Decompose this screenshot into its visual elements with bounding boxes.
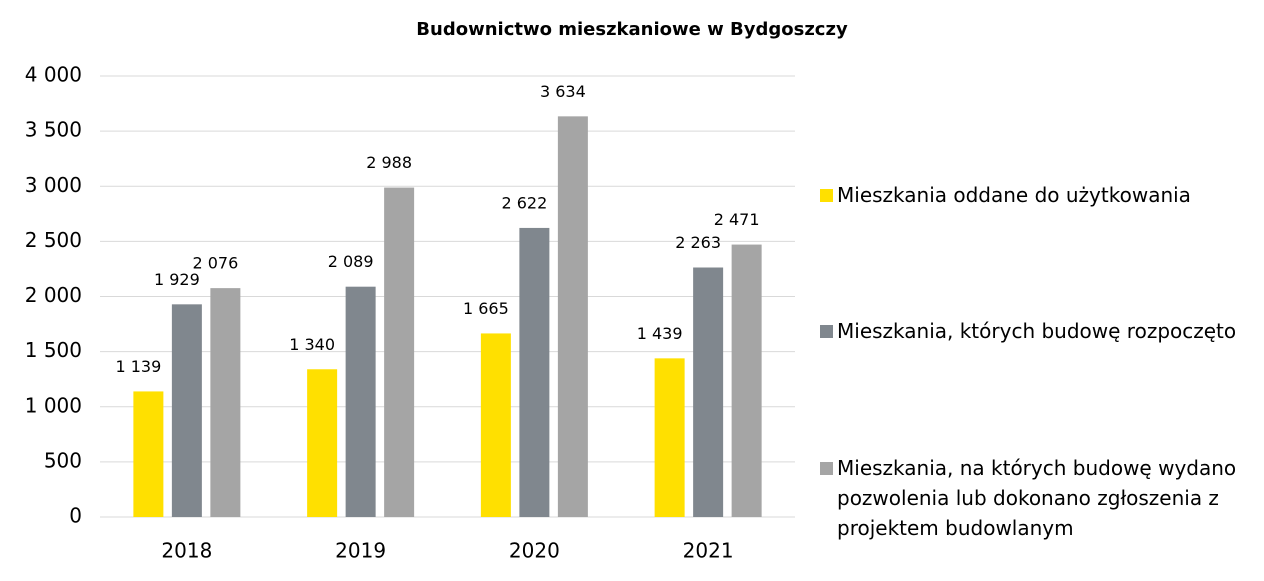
y-tick-label: 1 500	[25, 338, 82, 362]
bar	[133, 391, 164, 517]
y-tick-label: 0	[69, 504, 82, 528]
bar	[654, 358, 685, 517]
legend-swatch	[820, 462, 833, 475]
bar	[731, 244, 762, 517]
legend-label: Mieszkania, na których budowę wydano poz…	[837, 456, 1237, 540]
value-label: 1 139	[115, 357, 161, 376]
value-label: 1 340	[289, 335, 335, 354]
legend-swatch	[820, 325, 833, 338]
bar	[345, 286, 376, 517]
y-tick-label: 3 500	[25, 118, 82, 142]
y-tick-label: 4 000	[25, 63, 82, 87]
y-tick-label: 3 000	[25, 173, 82, 197]
bar	[210, 288, 241, 517]
bar	[307, 369, 338, 517]
x-tick-label: 2018	[161, 539, 212, 563]
value-label: 2 988	[366, 153, 412, 172]
value-label: 2 622	[501, 193, 547, 212]
bar	[693, 267, 724, 517]
y-tick-label: 500	[44, 448, 82, 472]
value-label: 2 089	[328, 252, 374, 271]
value-label: 1 929	[154, 270, 200, 289]
x-tick-label: 2020	[509, 539, 560, 563]
legend-swatch	[820, 189, 833, 202]
value-label: 2 263	[675, 233, 721, 252]
value-label: 3 634	[540, 82, 586, 101]
legend-label: Mieszkania, których budowę rozpoczęto	[837, 319, 1237, 343]
legend-item: Mieszkania oddane do użytkowania	[820, 180, 1250, 210]
legend-item: Mieszkania, których budowę rozpoczęto	[820, 316, 1250, 346]
x-tick-label: 2021	[683, 539, 734, 563]
y-tick-label: 1 000	[25, 393, 82, 417]
value-label: 2 471	[714, 210, 760, 229]
legend-item: Mieszkania, na których budowę wydano poz…	[820, 453, 1250, 543]
bar	[480, 333, 511, 517]
y-tick-label: 2 500	[25, 228, 82, 252]
bar	[384, 187, 415, 517]
value-label: 1 665	[463, 299, 509, 318]
value-label: 2 076	[192, 254, 238, 273]
chart-title: Budownictwo mieszkaniowe w Bydgoszczy	[416, 19, 848, 40]
x-tick-label: 2019	[335, 539, 386, 563]
y-tick-label: 2 000	[25, 283, 82, 307]
bar	[557, 116, 588, 517]
legend-label: Mieszkania oddane do użytkowania	[837, 183, 1191, 207]
value-label: 1 439	[637, 324, 683, 343]
bar	[519, 227, 550, 517]
bar	[171, 304, 202, 517]
